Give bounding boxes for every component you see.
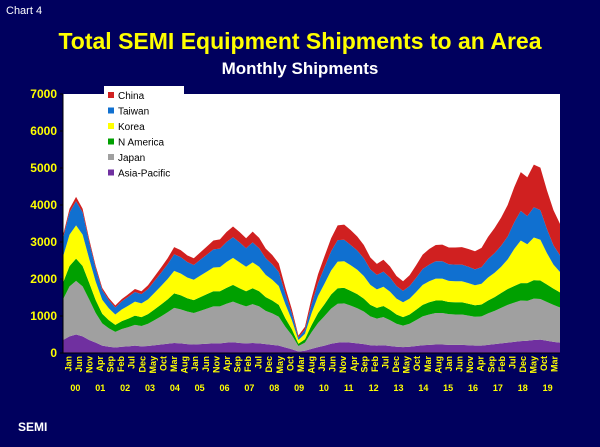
legend-swatch [108,154,114,160]
legend-label: Asia-Pacific [118,169,170,180]
x-month-label: Oct [412,356,422,371]
x-month-label: May [148,356,158,374]
x-month-label: Apr [476,356,486,372]
area-series-korea [63,225,560,344]
x-month-label: Jan [63,356,73,372]
x-year-label: 10 [319,383,329,393]
x-month-label: Aug [433,356,443,374]
area-series-asia-pacific [63,334,560,353]
legend-swatch [108,107,114,114]
x-month-label: Sep [233,356,243,373]
x-month-label: Dec [391,356,401,373]
x-month-label: Mar [550,356,560,373]
x-month-label: Apr [349,356,359,372]
x-year-label: 18 [518,383,528,393]
source-label: SEMI [18,420,48,434]
x-year-label: 01 [95,383,105,393]
x-year-label: 13 [393,383,403,393]
x-year-label: 03 [145,383,155,393]
x-month-label: Nov [338,356,348,373]
x-month-label: Jan [317,356,327,372]
area-series-japan [63,280,560,352]
legend-swatch [108,92,114,98]
legend-label: China [118,91,145,102]
x-month-label: Jun [201,356,211,372]
x-month-label: Apr [222,356,232,372]
legend-swatch [108,123,114,129]
legend-box [104,86,184,185]
x-month-label: Mar [423,356,433,373]
x-year-label: 08 [269,383,279,393]
x-month-label: Oct [159,356,169,371]
x-month-label: Dec [137,356,147,373]
x-month-label: Feb [497,356,507,373]
x-year-label: 09 [294,383,304,393]
x-month-label: Nov [465,356,475,373]
x-month-label: Jul [507,356,517,369]
area-series-taiwan [63,201,560,341]
x-month-label: Nov [84,356,94,373]
x-year-label: 00 [70,383,80,393]
legend-label: Korea [118,122,145,133]
x-month-label: Jul [127,356,137,369]
x-month-label: Jul [381,356,391,369]
x-month-label: Feb [243,356,253,373]
x-year-label: 15 [443,383,453,393]
y-tick-label: 4000 [30,198,57,212]
x-month-label: Jun [328,356,338,372]
y-tick-label: 5000 [30,161,57,175]
x-year-label: 19 [543,383,553,393]
x-year-label: 11 [344,383,354,393]
x-month-label: Feb [116,356,126,373]
chart-title: Total SEMI Equipment Shipments to an Are… [58,28,542,54]
x-year-label: 06 [220,383,230,393]
x-month-label: Jan [444,356,454,372]
x-month-label: Jan [190,356,200,372]
x-month-label: Jul [254,356,264,369]
x-year-label: 05 [195,383,205,393]
y-tick-label: 0 [50,346,57,360]
x-year-label: 02 [120,383,130,393]
x-month-label: May [529,356,539,374]
x-year-label: 12 [369,383,379,393]
x-month-label: Mar [169,356,179,373]
legend-label: N America [118,138,165,149]
x-month-label: Feb [370,356,380,373]
y-tick-label: 6000 [30,124,57,138]
legend-label: Japan [118,153,145,164]
chart-number-label: Chart 4 [6,5,43,17]
y-tick-label: 3000 [30,235,57,249]
x-month-label: Aug [307,356,317,374]
area-series-china [63,164,560,338]
x-month-label: Sep [486,356,496,373]
y-tick-label: 1000 [30,309,57,323]
x-month-label: Dec [264,356,274,373]
x-month-label: Sep [106,356,116,373]
x-month-label: Oct [539,356,549,371]
x-year-label: 07 [244,383,254,393]
x-year-label: 16 [468,383,478,393]
x-month-label: Jun [74,356,84,372]
x-month-label: Nov [211,356,221,373]
x-month-label: Dec [518,356,528,373]
x-year-label: 04 [170,383,180,393]
legend-swatch [108,169,114,176]
x-year-label: 17 [493,383,503,393]
x-month-label: May [402,356,412,374]
x-month-label: Aug [180,356,190,374]
x-month-label: Sep [359,356,369,373]
legend-label: Taiwan [118,107,149,118]
chart-subtitle: Monthly Shipments [221,59,379,78]
y-tick-label: 2000 [30,272,57,286]
x-year-label: 14 [418,383,428,393]
x-month-label: May [275,356,285,374]
x-month-label: Apr [95,356,105,372]
legend-swatch [108,138,114,145]
x-month-label: Jun [455,356,465,372]
x-month-label: Oct [285,356,295,371]
y-tick-label: 7000 [30,87,57,101]
x-month-label: Mar [296,356,306,373]
